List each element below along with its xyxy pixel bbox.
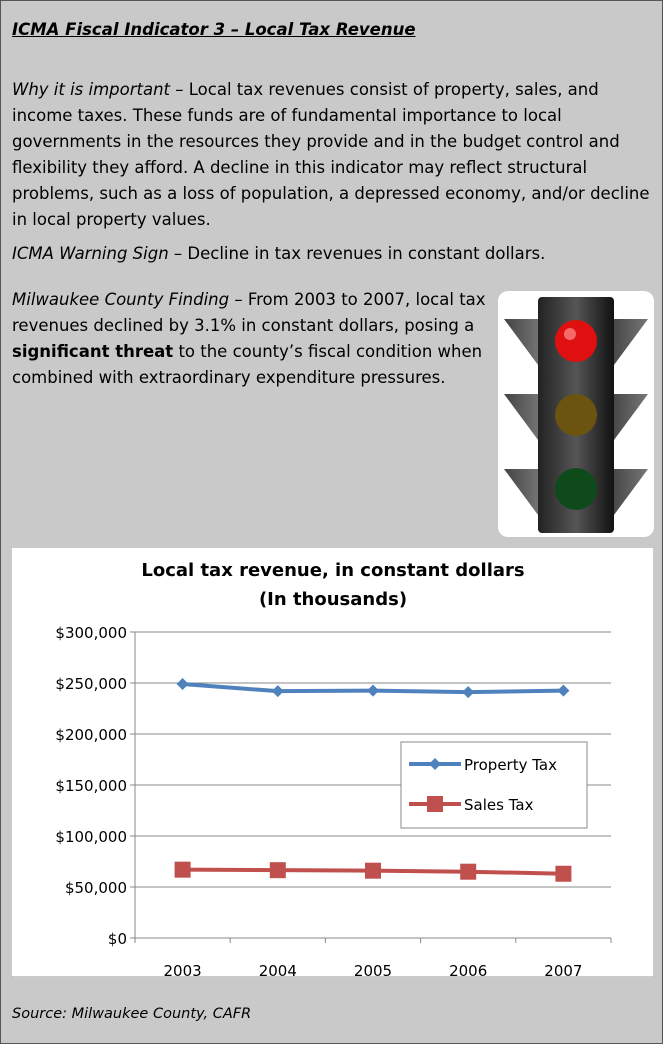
y-tick-label: $150,000: [55, 777, 127, 795]
marker: [427, 796, 443, 812]
legend-label: Property Tax: [464, 756, 557, 774]
legend-label: Sales Tax: [464, 796, 534, 814]
x-tick-label: 2006: [449, 962, 487, 977]
y-tick-label: $250,000: [55, 675, 127, 693]
source: Source: Milwaukee County, CAFR: [12, 1006, 252, 1022]
marker: [367, 684, 379, 697]
chart-title: Local tax revenue, in constant dollars: [141, 560, 524, 581]
marker: [271, 685, 284, 698]
lead: ICMA Warning Sign: [12, 244, 169, 263]
marker: [557, 684, 570, 697]
marker: [269, 862, 286, 879]
marker: [555, 865, 572, 882]
body: – Decline in tax revenues in constant do…: [168, 244, 546, 263]
lead: Milwaukee County Finding: [12, 290, 230, 309]
body: – Local tax revenues consist of property…: [12, 80, 650, 229]
y-tick-label: $100,000: [55, 828, 127, 846]
legend: [400, 741, 588, 829]
y-tick-label: $200,000: [55, 726, 127, 744]
body: to the county’s fiscal condition when co…: [12, 342, 483, 387]
x-tick-label: 2004: [259, 962, 297, 977]
paragraph: ICMA Warning Sign – Decline in tax reven…: [12, 241, 662, 267]
traffic-light: [498, 291, 654, 537]
y-tick-label: $0: [108, 930, 127, 948]
marker: [365, 862, 381, 879]
paragraph: Why it is important – Local tax revenues…: [12, 77, 657, 233]
chart: Local tax revenue, in constant dollars (…: [11, 547, 654, 977]
title: ICMA Fiscal Indicator 3 – Local Tax Reve…: [12, 20, 416, 39]
paragraph: Milwaukee County Finding – From 2003 to …: [12, 287, 492, 391]
x-tick-label: 2003: [164, 962, 202, 977]
y-tick-label: $300,000: [55, 624, 127, 642]
lead: Why it is important: [12, 80, 171, 99]
marker: [462, 686, 475, 699]
marker: [429, 758, 441, 770]
marker: [460, 863, 477, 880]
marker: [174, 861, 191, 878]
body: – From 2003 to 2007, local tax revenues …: [12, 290, 486, 335]
y-tick-label: $50,000: [65, 879, 127, 897]
emphasis: significant threat: [12, 342, 174, 361]
marker: [176, 678, 189, 691]
x-tick-label: 2007: [544, 962, 582, 977]
x-tick-label: 2005: [354, 962, 392, 977]
chart-subtitle: (In thousands): [259, 589, 407, 610]
